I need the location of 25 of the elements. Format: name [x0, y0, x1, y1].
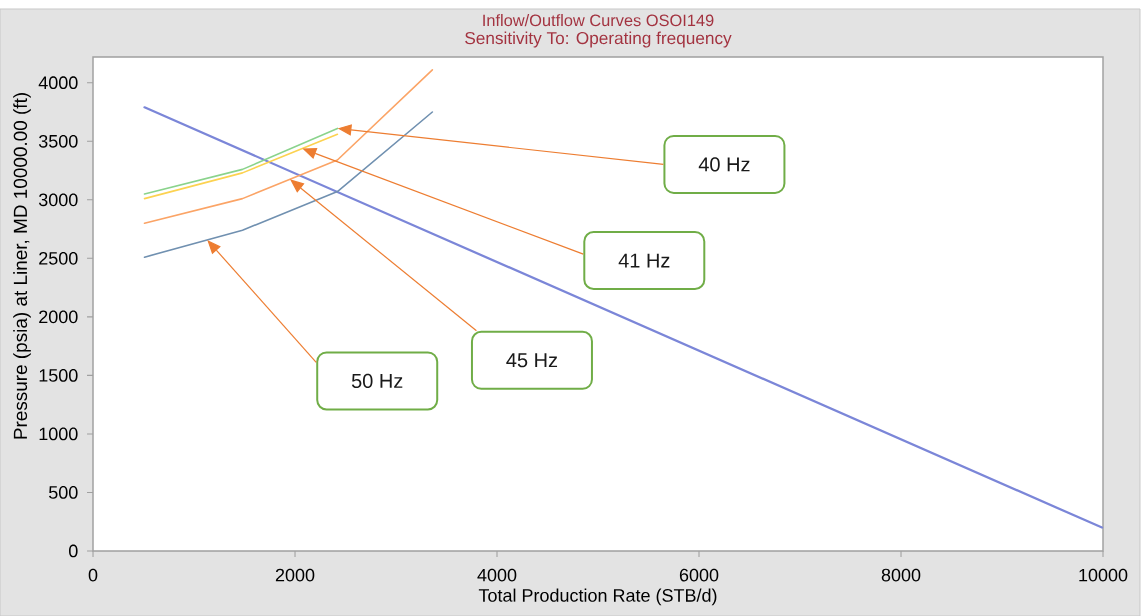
annotation: 50 Hz [351, 373, 403, 388]
line-series [143, 69, 434, 225]
x-tick-label: 4000 [477, 568, 517, 582]
y-tick-label: 3500 [38, 134, 78, 148]
y-tick-label: 0 [69, 544, 78, 558]
x-tick-label: 2000 [275, 568, 315, 582]
x-tick-label: 10000 [1079, 568, 1128, 582]
chart-subtitle: Sensitivity To: Operating frequency [465, 31, 732, 48]
y-tick-label: 4000 [38, 76, 78, 90]
y-tick-label: 1500 [39, 369, 78, 382]
annotation: 41 Hz [618, 253, 670, 268]
y-tick-label: 2500 [39, 251, 78, 265]
chart-title: Inflow/Outflow Curves OSOI149 [483, 14, 714, 27]
y-axis-title: Pressure (psia) at Liner, MD 10000.00 (ft) [13, 93, 31, 439]
x-tick-label: 0 [88, 568, 98, 582]
x-tick-label: 8000 [881, 568, 921, 582]
annotation: 40 Hz [698, 157, 750, 172]
y-tick-label: 500 [48, 486, 78, 499]
line-series [143, 111, 434, 258]
x-tick-label: 6000 [679, 568, 719, 582]
y-tick-label: 2000 [39, 310, 78, 324]
annotation: 45 Hz [506, 353, 558, 368]
x-axis-title: Total Production Rate (STB/d) [478, 588, 717, 606]
y-tick-label: 3000 [38, 193, 78, 207]
y-tick-label: 1000 [39, 427, 78, 441]
